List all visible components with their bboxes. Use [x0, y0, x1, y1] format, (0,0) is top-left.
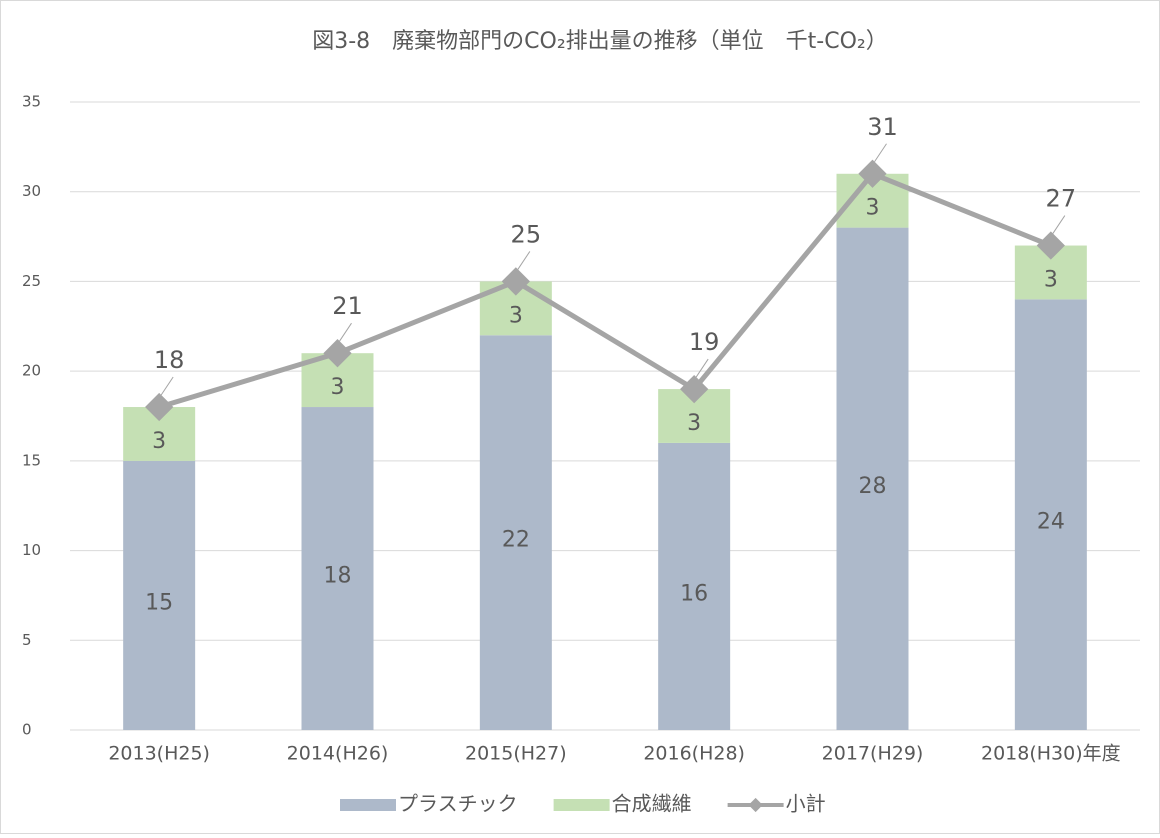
data-label: 15: [145, 590, 173, 615]
leader-line: [874, 143, 887, 163]
legend-swatch: [553, 799, 610, 811]
x-tick-label: 2016(H28): [643, 743, 745, 765]
data-label: 25: [511, 220, 542, 248]
data-label: 18: [324, 564, 352, 589]
bar: [123, 460, 196, 730]
legend-label: 合成繊維: [612, 792, 692, 816]
data-label: 3: [509, 303, 523, 328]
leader-line: [160, 376, 174, 396]
y-tick-label: 5: [22, 631, 32, 649]
data-label: 27: [1046, 185, 1077, 213]
y-tick-label: 0: [22, 721, 32, 739]
data-label: 3: [331, 375, 345, 400]
x-tick-label: 2018(H30)年度: [981, 743, 1121, 765]
marker: [501, 267, 530, 296]
marker: [680, 374, 709, 404]
data-label: 19: [689, 328, 720, 356]
legend-marker: [748, 797, 763, 813]
data-label: 16: [680, 581, 708, 606]
x-tick-label: 2015(H27): [465, 743, 567, 765]
y-tick-label: 35: [22, 93, 41, 111]
line: [158, 170, 1052, 410]
y-tick-label: 25: [22, 272, 41, 290]
data-label: 3: [866, 196, 880, 221]
leader-line: [695, 358, 709, 378]
y-tick-label: 15: [22, 451, 41, 469]
y-tick-label: 20: [22, 362, 41, 380]
chart-title: 図3-8 廃棄物部門のCO₂排出量の推移（単位 千t-CO₂）: [312, 29, 888, 54]
data-label: 28: [859, 474, 887, 499]
leader-line: [339, 322, 352, 342]
legend-swatch: [340, 799, 396, 811]
data-label: 3: [687, 411, 701, 436]
y-tick-label: 10: [22, 541, 41, 559]
data-label: 21: [332, 292, 363, 320]
x-tick-label: 2013(H25): [108, 743, 210, 765]
x-tick-label: 2014(H26): [287, 743, 389, 765]
marker: [1036, 231, 1065, 260]
data-label: 18: [154, 346, 185, 374]
marker: [858, 159, 887, 188]
bar: [658, 442, 731, 730]
bar: [301, 407, 374, 730]
bar: [479, 335, 552, 730]
data-label: 3: [1044, 267, 1058, 292]
data-label: 24: [1037, 510, 1065, 535]
marker: [323, 339, 352, 368]
bar: [1014, 299, 1087, 730]
x-tick-label: 2017(H29): [822, 743, 924, 765]
y-tick-label: 30: [22, 182, 41, 200]
data-label: 22: [502, 528, 530, 553]
data-label: 3: [152, 429, 166, 454]
legend-label: 小計: [786, 792, 826, 816]
leader-line: [517, 251, 531, 270]
legend-label: プラスチック: [398, 792, 518, 816]
leader-line: [1052, 215, 1066, 234]
data-label: 31: [867, 113, 898, 141]
bar: [836, 227, 909, 730]
